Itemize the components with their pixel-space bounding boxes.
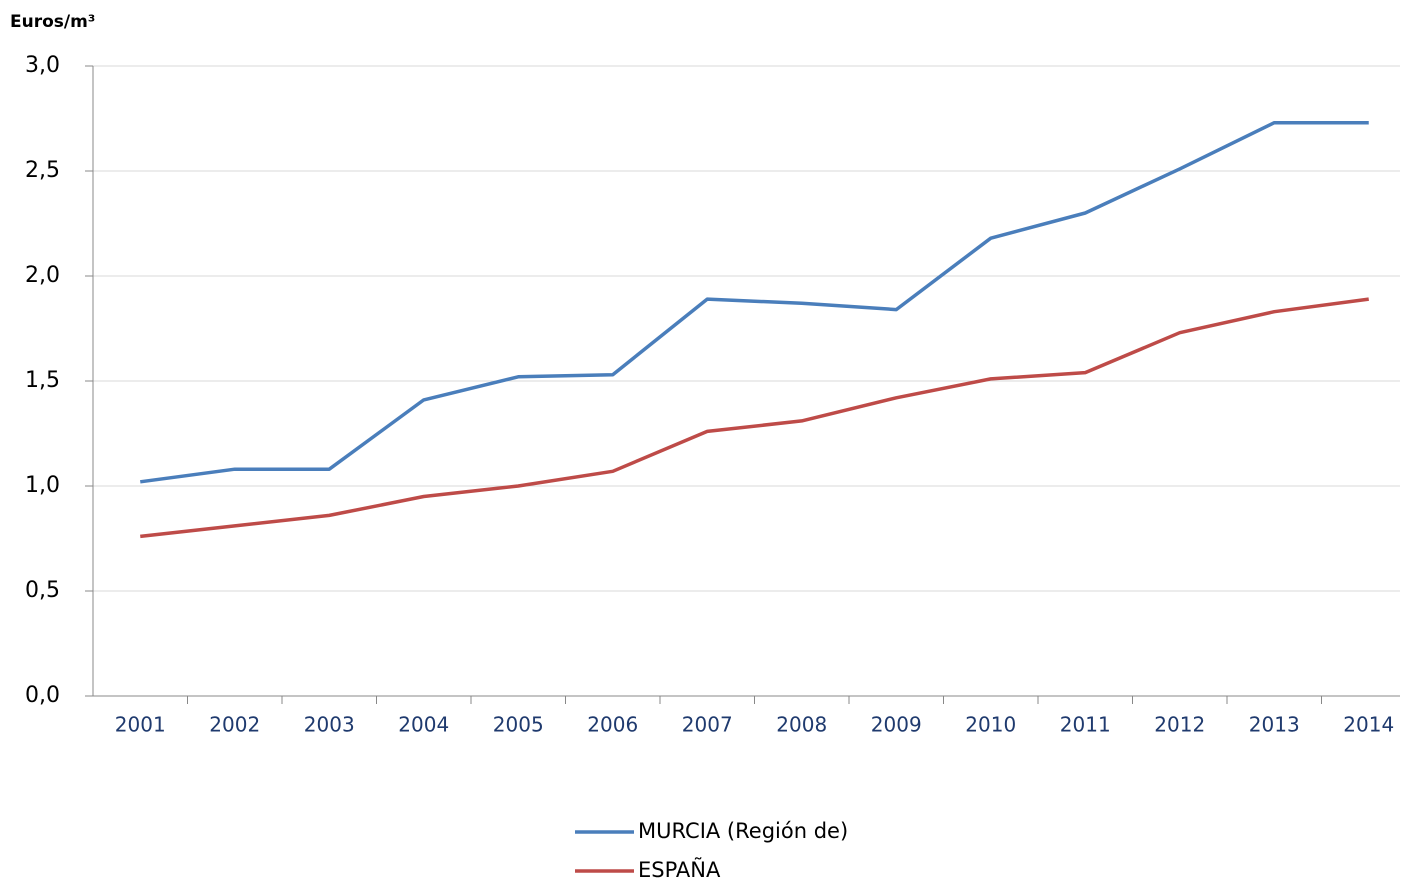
y-tick-label: 0,0 [25, 683, 60, 708]
x-tick-label: 2005 [493, 713, 544, 737]
y-tick-label: 2,0 [25, 263, 60, 288]
legend-label: MURCIA (Región de) [638, 819, 848, 843]
x-tick-label: 2006 [587, 713, 638, 737]
x-tick-label: 2009 [871, 713, 922, 737]
x-tick-label: 2008 [776, 713, 827, 737]
y-tick-label: 1,5 [25, 368, 60, 393]
x-tick-label: 2013 [1249, 713, 1300, 737]
x-tick-label: 2001 [115, 713, 166, 737]
y-tick-label: 1,0 [25, 473, 60, 498]
x-tick-label: 2011 [1060, 713, 1111, 737]
y-tick-label: 3,0 [25, 53, 60, 78]
y-tick-label: 0,5 [25, 578, 60, 603]
x-tick-label: 2003 [304, 713, 355, 737]
x-tick-label: 2010 [965, 713, 1016, 737]
y-tick-label: 2,5 [25, 158, 60, 183]
line-series [140, 297, 1369, 539]
x-tick-label: 2004 [398, 713, 449, 737]
y-axis-title: Euros/m³ [10, 12, 95, 32]
legend-label: ESPAÑA [638, 856, 721, 882]
x-tick-label: 2002 [209, 713, 260, 737]
line-series [140, 120, 1369, 484]
x-tick-label: 2014 [1343, 713, 1394, 737]
x-tick-label: 2012 [1154, 713, 1205, 737]
x-tick-label: 2007 [682, 713, 733, 737]
